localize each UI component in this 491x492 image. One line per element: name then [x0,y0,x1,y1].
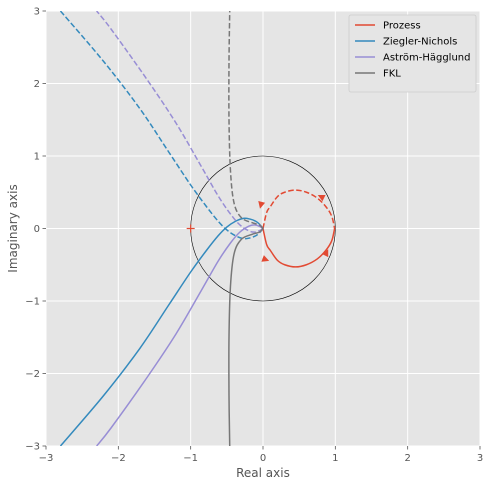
series-mirror-line-ziegler-nichols [59,11,264,240]
series-line-fkl [228,227,264,446]
plot-area [59,11,336,446]
direction-arrow-prozess [258,201,266,209]
y-tick-label: 3 [34,7,40,18]
legend-label: Aström-Hägglund [383,53,470,64]
series-line-ziegler-nichols [59,217,264,446]
x-tick-label: 1 [332,453,338,464]
y-tick-label: 0 [34,224,40,235]
legend-label: Ziegler-Nichols [383,37,457,48]
series-mirror-line-fkl [228,11,264,230]
direction-arrow-prozess [321,249,329,258]
series-mirror-line-astr-m-h-gglund [96,11,264,233]
y-tick-label: −1 [25,297,40,308]
x-tick-label: 0 [260,453,266,464]
x-tick-label: −1 [183,453,198,464]
y-tick-label: 2 [34,79,40,90]
legend-label: Prozess [383,21,421,32]
legend-box [348,14,477,93]
x-axis-label: Real axis [236,466,290,480]
y-tick-label: −2 [25,369,40,380]
legend-label: FKL [383,69,401,80]
x-tick-label: −3 [39,453,54,464]
series-mirror-line-prozess [262,189,336,229]
series-line-astr-m-h-gglund [96,224,264,446]
legend: Prozess Ziegler-Nichols Aström-Hägglund FKL [348,14,477,93]
direction-arrow-prozess [261,255,270,262]
y-tick-label: 1 [34,152,40,163]
critical-point-marker [186,224,195,233]
x-tick-label: −2 [111,453,126,464]
x-tick-labels: −3 −2 −1 0 1 2 3 [39,446,483,464]
y-tick-labels: −3 −2 −1 0 1 2 3 [25,7,46,453]
y-tick-label: −3 [25,442,40,453]
y-axis-label: Imaginary axis [6,184,20,272]
series-line-prozess [262,228,336,268]
direction-arrow-prozess [317,195,326,202]
x-tick-label: 3 [477,453,483,464]
x-tick-label: 2 [404,453,410,464]
